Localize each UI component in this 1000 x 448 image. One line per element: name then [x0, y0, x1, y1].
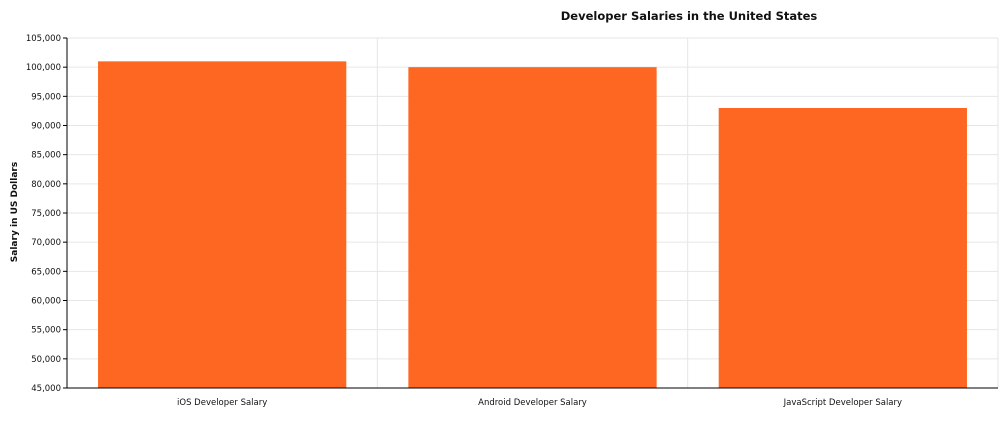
bar-3 [718, 108, 967, 388]
label-layer: 45,000 50,000 55,000 60,000 65,000 70,000 75,0… [26, 34, 902, 408]
y-tick-label: 60,000 [31, 297, 61, 307]
y-tick-label: 75,000 [31, 209, 61, 219]
y-tick-label: 105,000 [26, 34, 61, 44]
y-tick-label: 90,000 [31, 122, 61, 132]
axis-layer [66, 38, 998, 389]
chart-title: Developer Salaries in the United States [561, 9, 818, 23]
bar-2 [408, 67, 657, 389]
y-tick-label: 85,000 [31, 151, 61, 161]
y-tick-label: 70,000 [31, 238, 61, 248]
y-tick-label: 100,000 [26, 63, 61, 73]
y-tick-label: 65,000 [31, 267, 61, 277]
x-category-label: Android Developer Salary [478, 398, 587, 408]
y-tick-label: 80,000 [31, 180, 61, 190]
y-axis-title: Salary in US Dollars [10, 162, 20, 262]
y-tick-label: 95,000 [31, 92, 61, 102]
y-tick-label: 45,000 [31, 384, 61, 394]
y-tick-label: 50,000 [31, 355, 61, 365]
x-category-label: iOS Developer Salary [177, 398, 267, 408]
bar-1 [98, 61, 347, 388]
y-tick-label: 55,000 [31, 326, 61, 336]
x-category-label: JavaScript Developer Salary [783, 398, 902, 408]
bar-layer [98, 61, 967, 389]
